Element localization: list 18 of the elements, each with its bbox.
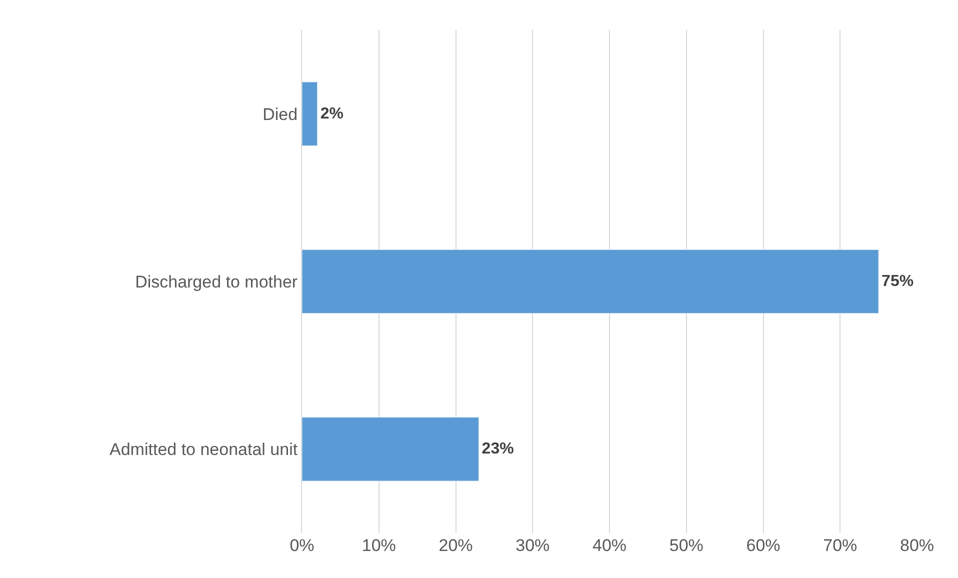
data-label: 75%	[882, 273, 914, 290]
x-tick-label: 60%	[746, 536, 780, 555]
bar	[302, 82, 318, 146]
bar	[302, 249, 879, 314]
data-label: 23%	[482, 440, 514, 458]
y-tick-label: Discharged to mother	[135, 272, 298, 292]
y-tick-label: Died	[262, 104, 298, 124]
x-tick-label: 50%	[669, 536, 704, 555]
x-tick-label: 0%	[290, 536, 314, 555]
x-tick-label: 70%	[823, 536, 858, 555]
x-tick-label: 10%	[362, 536, 396, 555]
data-label: 2%	[320, 105, 344, 122]
x-tick-label: 40%	[592, 536, 627, 555]
x-tick-label: 80%	[900, 536, 934, 555]
y-tick-label: Admitted to neonatal unit	[110, 440, 298, 460]
bar	[302, 417, 480, 482]
x-tick-label: 20%	[438, 536, 473, 555]
x-tick-label: 30%	[516, 536, 550, 555]
